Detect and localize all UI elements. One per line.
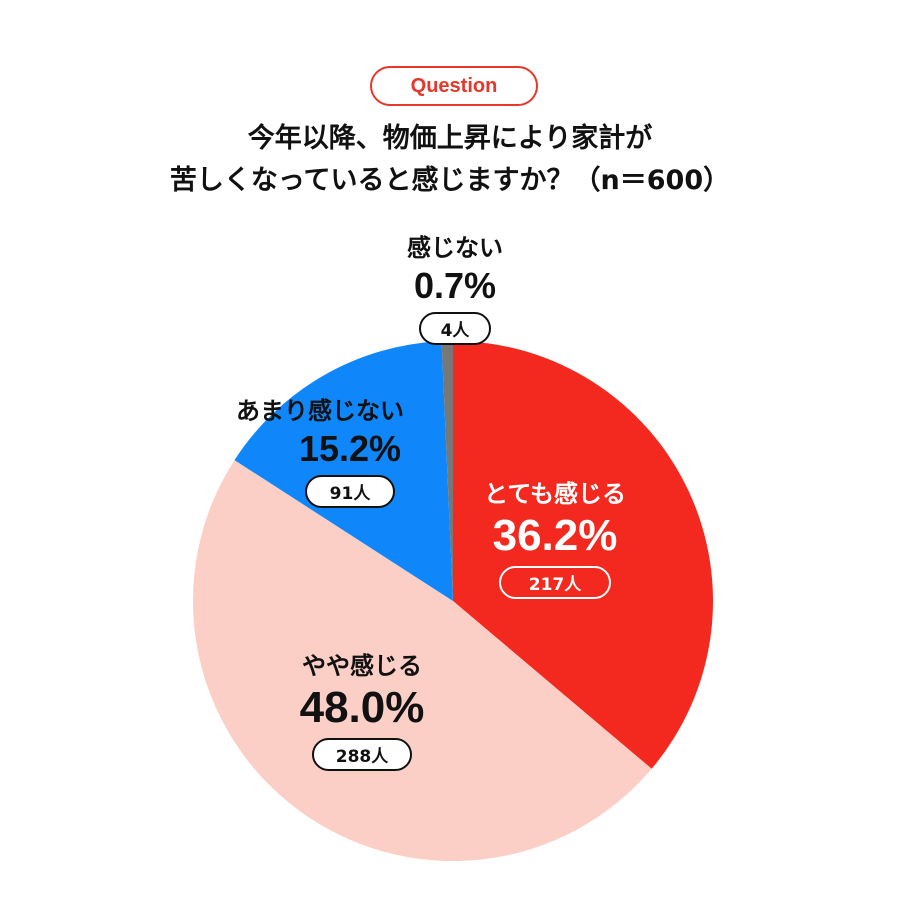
slice-label-yaya: やや感じる 48.0% 288人 [277,650,447,771]
slice-label-kanjinai: 感じない 0.7% 4人 [370,232,540,345]
slice-name: とても感じる [483,480,627,508]
slice-name: あまり感じない [236,397,404,425]
pie-slice-3 [441,341,453,601]
question-title: 今年以降、物価上昇により家計が 苦しくなっていると感じますか？（n＝600） [0,118,900,202]
slice-count: 217人 [499,566,611,599]
slice-label-amari: あまり感じない 15.2% 91人 [220,395,420,508]
slice-percent: 36.2% [492,511,618,560]
pie-slice-2 [234,341,453,601]
pie-slice-1 [192,460,652,862]
question-line-2: 苦しくなっていると感じますか？（n＝600） [169,165,731,196]
question-line-1: 今年以降、物価上昇により家計が [247,123,653,154]
slice-count: 288人 [312,738,412,771]
slice-count: 91人 [305,475,395,508]
slice-count: 4人 [419,312,491,345]
slice-name: やや感じる [302,652,422,680]
slice-label-totemo: とても感じる 36.2% 217人 [470,478,640,599]
slice-percent: 0.7% [413,265,497,306]
slice-name: 感じない [407,234,503,262]
pie-slice-0 [453,341,714,769]
slice-percent: 48.0% [299,683,425,732]
slice-percent: 15.2% [298,428,402,469]
question-badge: Question [370,66,538,106]
